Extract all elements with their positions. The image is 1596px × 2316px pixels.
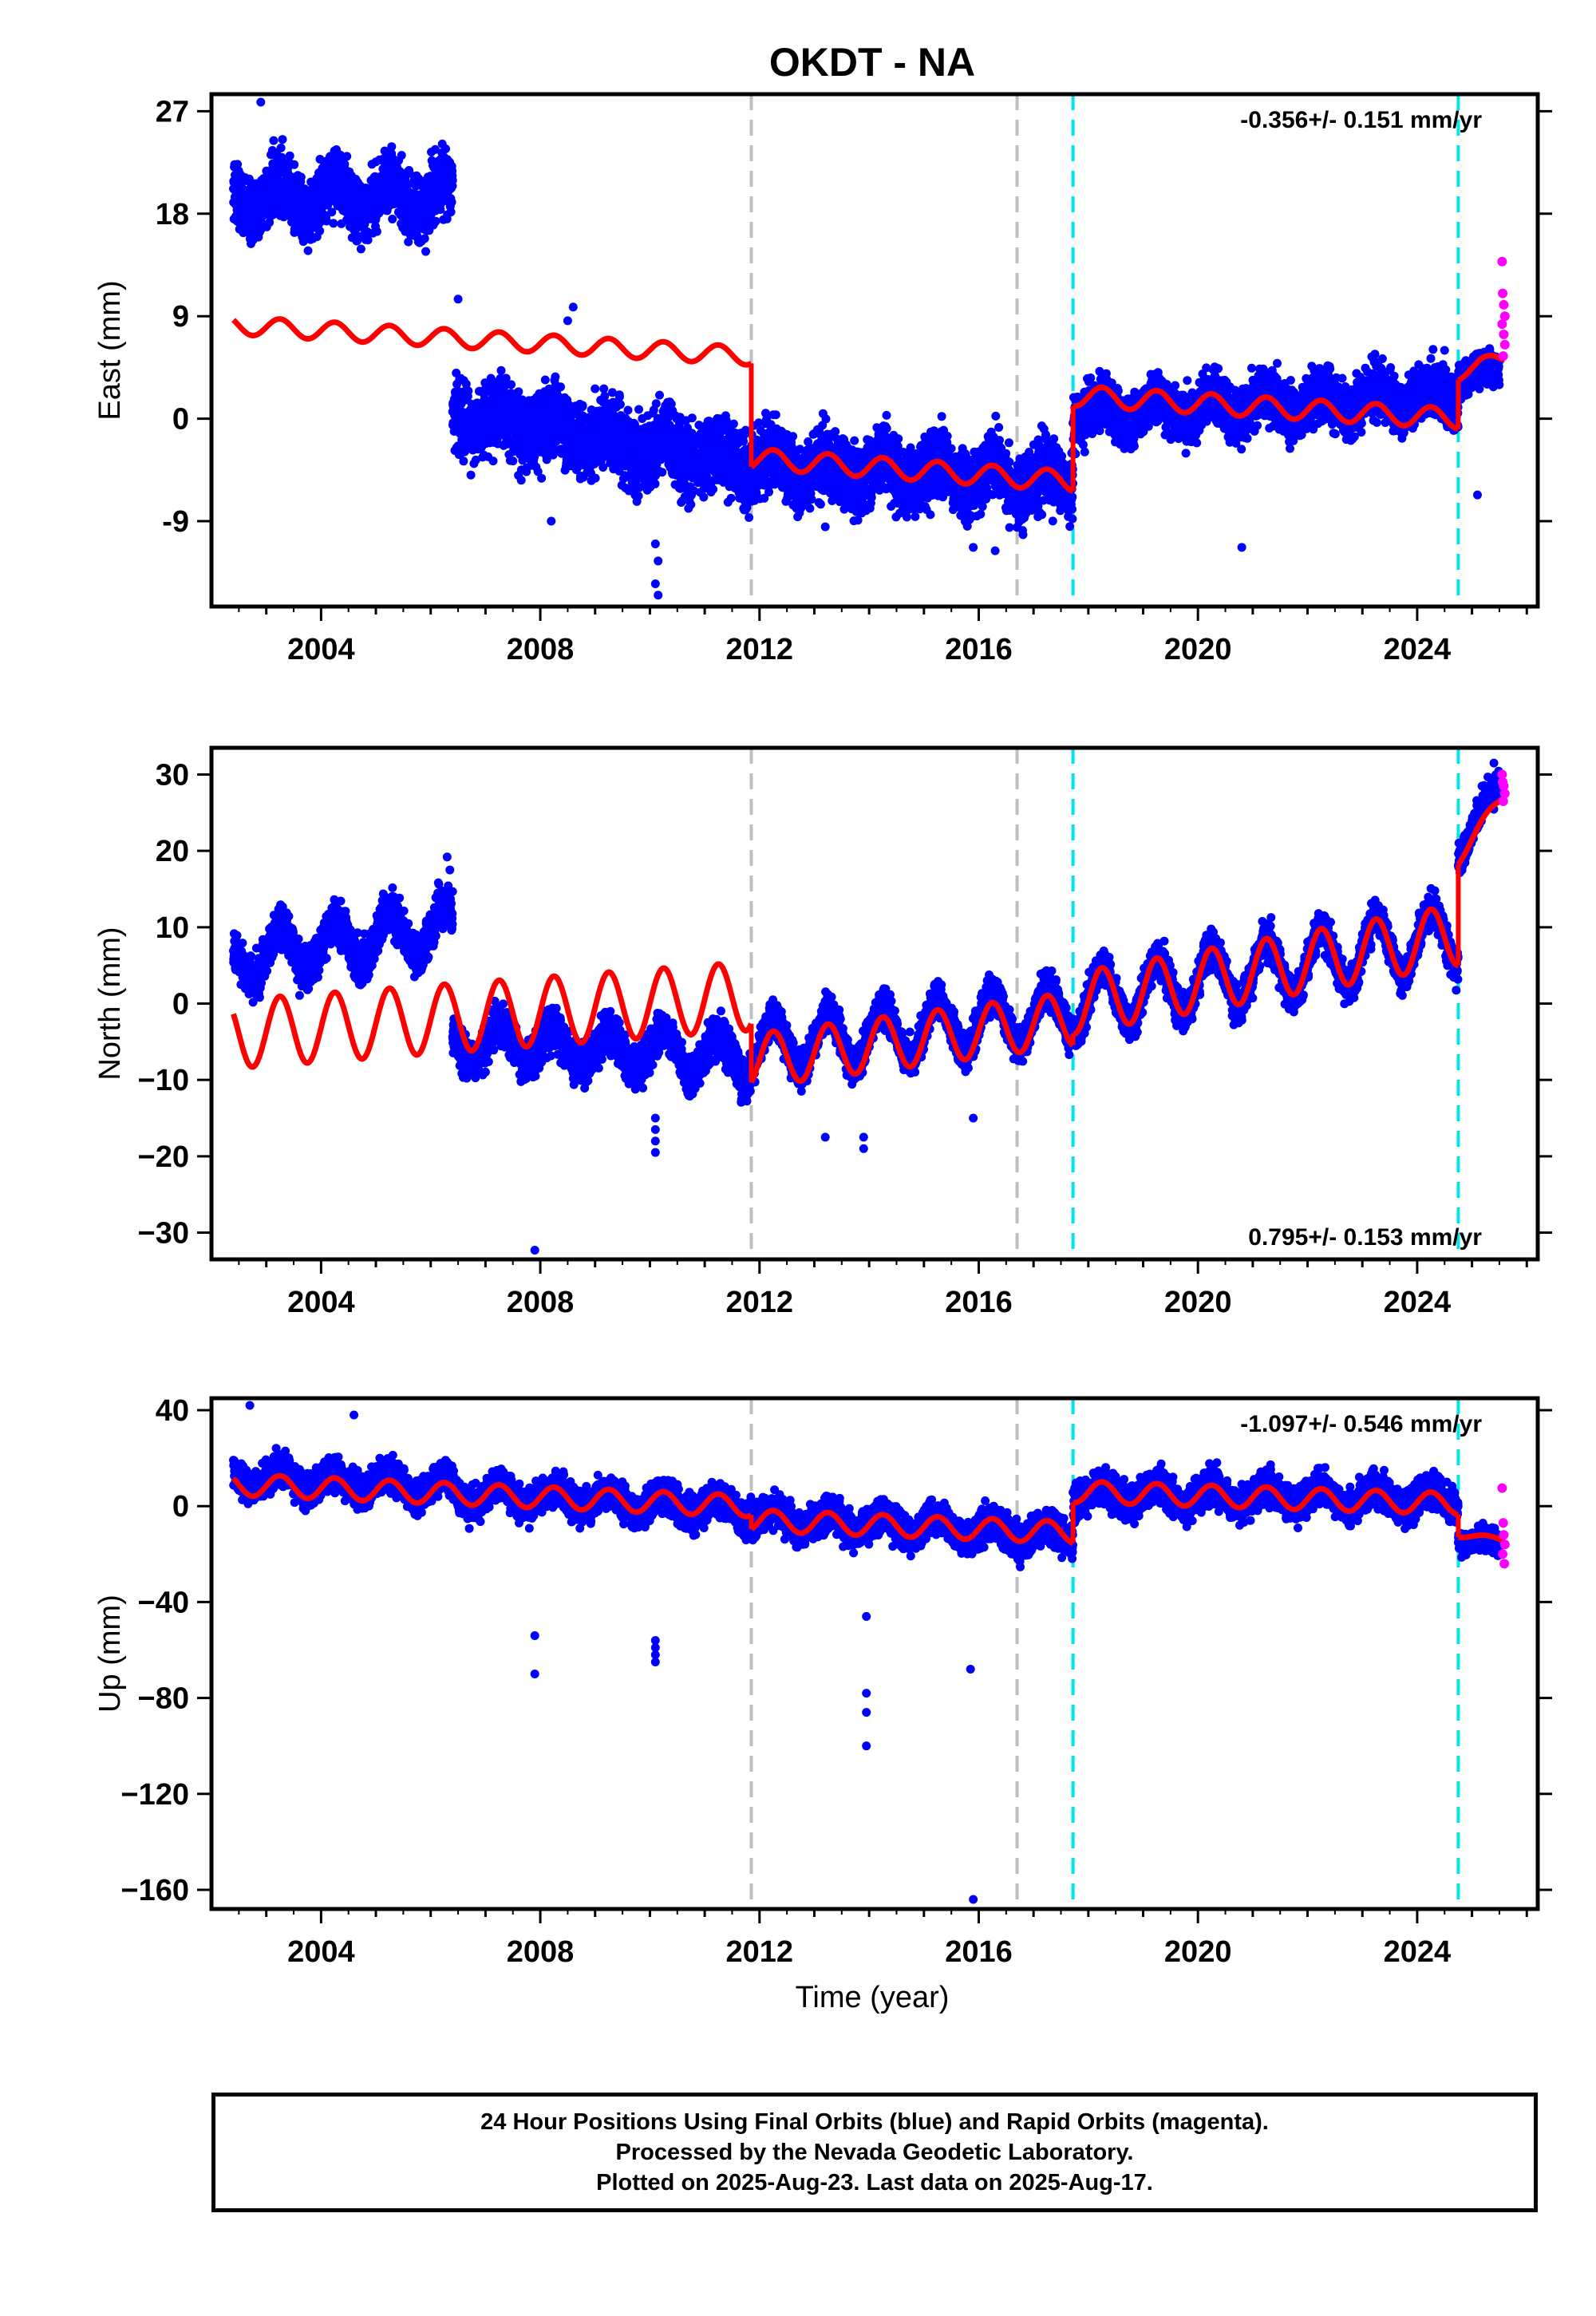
data-point-final — [578, 401, 587, 410]
data-point-final — [388, 215, 397, 223]
data-point-final — [342, 152, 352, 161]
data-point-final — [805, 504, 815, 513]
data-point-final — [739, 437, 749, 446]
data-point-final — [614, 392, 624, 401]
data-point-final — [816, 500, 825, 509]
data-point-final — [634, 405, 643, 414]
data-point-final — [699, 492, 709, 502]
data-point-final — [421, 247, 430, 256]
data-point-final — [496, 366, 506, 375]
data-point-final — [276, 143, 286, 152]
data-point-final — [709, 484, 718, 494]
data-point-final — [464, 386, 473, 396]
data-point-final — [651, 399, 661, 409]
data-point-final — [447, 197, 456, 207]
data-point-final — [729, 419, 738, 429]
data-point-final — [655, 390, 664, 400]
data-point-final — [551, 372, 560, 381]
data-point-final — [634, 491, 643, 500]
data-point-final — [771, 410, 780, 420]
data-point-final — [894, 434, 903, 444]
data-point-final — [446, 207, 456, 217]
data-point-final — [431, 216, 440, 226]
data-point-final — [387, 142, 397, 152]
data-point-final — [821, 414, 831, 424]
data-point-final — [363, 235, 373, 245]
data-point-final — [290, 160, 299, 169]
data-point-final — [537, 473, 547, 483]
plot-area-east — [229, 94, 1510, 607]
data-point-final — [322, 216, 331, 226]
data-point-final — [591, 473, 600, 483]
data-point-final — [615, 400, 625, 409]
data-point-final — [488, 456, 498, 466]
data-point-final — [911, 512, 920, 521]
data-point-final — [303, 246, 313, 255]
data-point-final — [850, 436, 859, 445]
data-point-final — [507, 380, 516, 389]
data-point-final — [315, 226, 325, 235]
data-point-final — [726, 493, 736, 503]
data-point-final — [650, 479, 660, 488]
data-point-final — [946, 444, 956, 453]
data-point-final — [441, 144, 450, 153]
data-point-final — [942, 432, 952, 441]
data-point-final — [514, 387, 523, 397]
data-point-final — [687, 413, 697, 423]
data-point-final — [327, 207, 337, 217]
data-point-final — [269, 136, 279, 145]
data-point-final — [591, 384, 600, 393]
data-point-final — [976, 509, 986, 519]
data-point-final — [459, 456, 468, 466]
data-point-final — [508, 456, 518, 466]
data-point-final — [540, 375, 550, 385]
data-point-final — [420, 234, 429, 243]
data-point-final — [788, 432, 798, 441]
data-point-final — [285, 151, 294, 160]
data-point-final — [686, 500, 696, 509]
data-point-final — [623, 405, 633, 415]
data-point-final — [448, 176, 457, 185]
data-point-final — [831, 427, 840, 437]
data-point-final — [658, 468, 667, 477]
chart-title: OKDT - NA — [769, 40, 975, 85]
data-point-final — [278, 135, 287, 144]
data-point-final — [397, 151, 406, 160]
data-point-final — [466, 470, 476, 480]
data-point-final — [556, 382, 565, 392]
data-point-final — [329, 219, 338, 228]
data-point-final — [867, 492, 876, 502]
data-point-final — [296, 172, 306, 182]
data-point-final — [516, 476, 526, 485]
data-point-final — [926, 510, 935, 520]
data-point-final — [937, 412, 946, 421]
data-point-final — [882, 410, 891, 420]
data-point-final — [745, 513, 754, 522]
data-point-final — [764, 488, 773, 496]
data-point-final — [882, 424, 891, 433]
data-point-final — [372, 227, 381, 236]
data-point-final — [356, 244, 365, 254]
